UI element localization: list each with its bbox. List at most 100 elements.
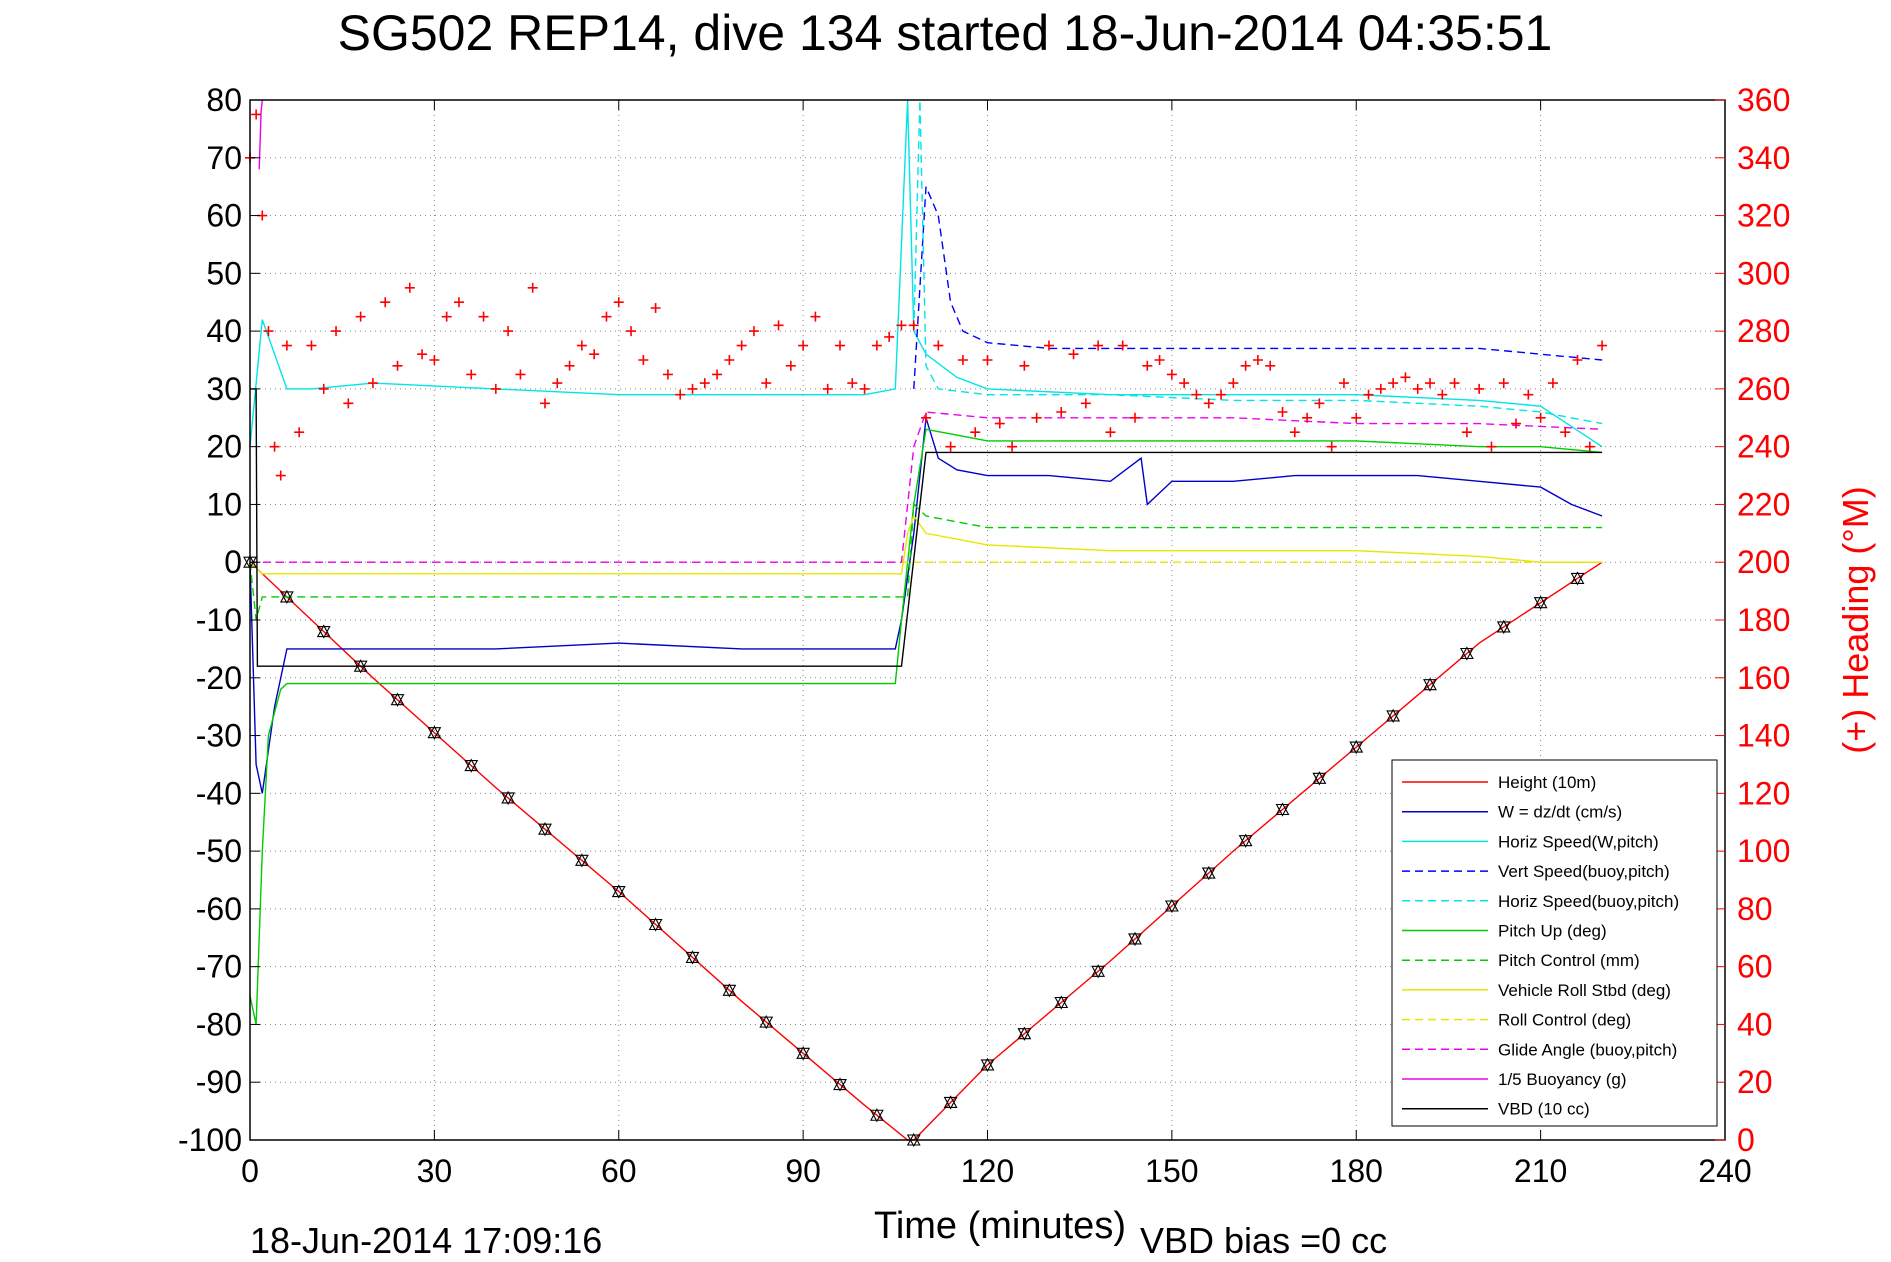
heading-point: [650, 303, 661, 313]
series-vbd-10-cc: [250, 388, 1603, 667]
legend-entry: Horiz Speed(W,pitch): [1498, 832, 1659, 851]
heading-point: [748, 326, 759, 337]
heading-point: [1498, 378, 1509, 389]
heading-point: [478, 311, 489, 322]
heading-point: [441, 311, 452, 322]
footer-date: 18-Jun-2014 17:09:16: [250, 1220, 602, 1261]
heading-point: [822, 383, 833, 394]
heading-point: [540, 398, 550, 409]
heading-point: [404, 282, 415, 293]
heading-point: [1486, 441, 1497, 452]
heading-point: [1597, 340, 1608, 351]
height-marker: [1201, 865, 1216, 881]
heading-point: [626, 326, 637, 337]
heading-point: [1019, 360, 1030, 371]
height-marker: [1349, 739, 1364, 755]
series-vert-speed-buoy-pitch: [913, 186, 1603, 389]
y-left-tick-label: 10: [206, 486, 242, 522]
x-tick-label: 30: [417, 1153, 453, 1189]
y-left-tick-label: -100: [178, 1122, 242, 1158]
height-marker: [943, 1095, 958, 1110]
height-marker: [427, 725, 442, 740]
heading-point: [1154, 355, 1165, 365]
y-right-tick-label: 340: [1737, 140, 1790, 176]
legend-entry: Height (10m): [1498, 773, 1596, 792]
heading-point: [1523, 389, 1534, 400]
y-right-tick-label: 320: [1737, 198, 1790, 234]
legend-entry: Glide Angle (buoy,pitch): [1498, 1040, 1677, 1059]
height-marker: [464, 758, 479, 773]
heading-point: [306, 340, 317, 351]
series-glide-angle-buoy-pitch: [250, 411, 1603, 563]
y-axis-right-label: (+) Heading (°M): [1835, 486, 1876, 753]
legend-entry: Pitch Up (deg): [1498, 922, 1607, 941]
heading-point: [1166, 369, 1177, 380]
heading-point: [1031, 412, 1042, 423]
height-marker: [574, 853, 589, 868]
heading-point: [613, 297, 624, 308]
heading-point: [1216, 389, 1227, 400]
footer-vbd-bias: VBD bias =0 cc: [1140, 1220, 1387, 1261]
y-left-tick-label: -60: [196, 891, 242, 927]
x-tick-label: 90: [785, 1153, 821, 1189]
height-marker: [1164, 898, 1179, 914]
legend-entry: 1/5 Buoyancy (g): [1498, 1070, 1627, 1089]
y-left-tick-label: -30: [196, 718, 242, 754]
heading-point: [798, 340, 809, 351]
heading-point: [1412, 383, 1423, 394]
heading-point: [662, 369, 673, 380]
heading-point: [1326, 441, 1337, 452]
heading-point: [1080, 398, 1091, 409]
y-left-tick-label: 20: [206, 429, 242, 465]
y-left-tick-label: -50: [196, 833, 242, 869]
height-marker: [685, 950, 700, 965]
height-marker: [1423, 677, 1437, 692]
heading-point: [1547, 378, 1558, 389]
heading-point: [294, 427, 305, 438]
heading-point: [251, 109, 262, 120]
y-right-tick-label: 20: [1737, 1064, 1773, 1100]
y-left-tick-label: 0: [224, 544, 242, 580]
y-right-tick-label: 240: [1737, 429, 1790, 465]
height-marker: [1054, 995, 1069, 1010]
heading-point: [564, 360, 575, 371]
heading-point: [527, 282, 538, 293]
heading-point: [908, 320, 919, 331]
heading-point: [1511, 418, 1522, 429]
heading-point: [355, 311, 366, 322]
height-marker: [353, 659, 368, 674]
heading-point: [466, 369, 477, 380]
y-left-tick-label: 70: [206, 140, 242, 176]
heading-point: [847, 378, 858, 389]
x-tick-label: 0: [241, 1153, 259, 1189]
height-marker: [1533, 595, 1548, 610]
ticks-layer: 0 30 60 90 120 150 180 210 24080706050403020100-…: [178, 82, 1790, 1189]
heading-point: [552, 378, 563, 389]
y-right-tick-label: 80: [1737, 891, 1773, 927]
heading-point: [1437, 389, 1448, 400]
y-right-tick-label: 40: [1737, 1006, 1773, 1042]
height-marker: [501, 790, 516, 806]
heading-point: [1228, 378, 1239, 389]
heading-point: [331, 326, 342, 337]
heading-point: [380, 297, 391, 308]
height-marker: [869, 1108, 884, 1123]
heading-point: [1449, 378, 1460, 389]
y-right-tick-label: 0: [1737, 1122, 1755, 1158]
heading-point: [736, 340, 747, 351]
y-left-tick-label: -10: [196, 602, 242, 638]
legend-entry: Roll Control (deg): [1498, 1011, 1631, 1030]
heading-point: [933, 340, 944, 351]
heading-point: [367, 378, 378, 389]
heading-point: [1388, 378, 1399, 389]
height-marker: [538, 822, 552, 837]
x-tick-label: 60: [601, 1153, 637, 1189]
x-tick-label: 120: [961, 1153, 1014, 1189]
heading-point: [453, 297, 464, 308]
heading-point: [1314, 398, 1325, 409]
height-marker: [1570, 571, 1585, 586]
y-right-tick-label: 180: [1737, 602, 1790, 638]
x-tick-label: 180: [1330, 1153, 1383, 1189]
y-right-tick-label: 100: [1737, 833, 1790, 869]
